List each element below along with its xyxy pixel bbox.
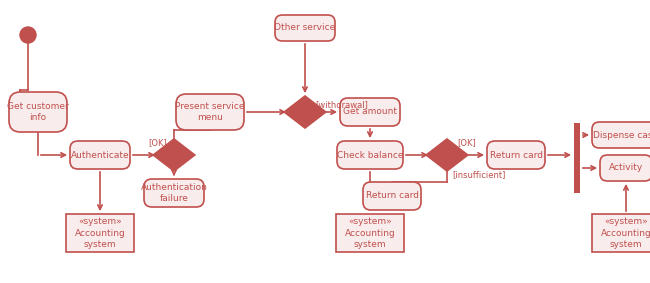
Polygon shape — [284, 96, 326, 128]
FancyBboxPatch shape — [275, 15, 335, 41]
Text: Present service
menu: Present service menu — [176, 102, 245, 122]
Text: [OK]: [OK] — [148, 138, 167, 147]
Text: Return card: Return card — [489, 151, 543, 160]
FancyBboxPatch shape — [9, 92, 67, 132]
FancyBboxPatch shape — [592, 122, 650, 148]
Polygon shape — [153, 139, 195, 171]
Text: Get amount: Get amount — [343, 108, 397, 117]
Bar — [574, 123, 580, 193]
Bar — [66, 214, 134, 252]
Text: Get customer
info: Get customer info — [7, 102, 69, 122]
FancyBboxPatch shape — [600, 155, 650, 181]
Bar — [336, 214, 404, 252]
FancyBboxPatch shape — [70, 141, 130, 169]
FancyBboxPatch shape — [337, 141, 403, 169]
FancyBboxPatch shape — [144, 179, 204, 207]
Text: Other service: Other service — [274, 23, 335, 33]
FancyBboxPatch shape — [487, 141, 545, 169]
FancyBboxPatch shape — [363, 182, 421, 210]
Text: Authentication
failure: Authentication failure — [140, 183, 207, 203]
Text: Return card: Return card — [365, 192, 419, 200]
Text: Dispense cash: Dispense cash — [593, 130, 650, 140]
Text: Authenticate: Authenticate — [71, 151, 129, 160]
Polygon shape — [426, 139, 468, 171]
Text: «system»
Accounting
system: «system» Accounting system — [601, 217, 650, 248]
Text: Activity: Activity — [609, 164, 643, 173]
Text: «system»
Accounting
system: «system» Accounting system — [344, 217, 395, 248]
Text: [OK]: [OK] — [457, 138, 476, 147]
FancyBboxPatch shape — [176, 94, 244, 130]
Circle shape — [20, 27, 36, 43]
Text: «system»
Accounting
system: «system» Accounting system — [75, 217, 125, 248]
Bar — [592, 214, 650, 252]
FancyBboxPatch shape — [340, 98, 400, 126]
Text: Check balance: Check balance — [337, 151, 403, 160]
Text: [withdrawal]: [withdrawal] — [315, 100, 368, 110]
Text: [insufficient]: [insufficient] — [452, 170, 506, 179]
